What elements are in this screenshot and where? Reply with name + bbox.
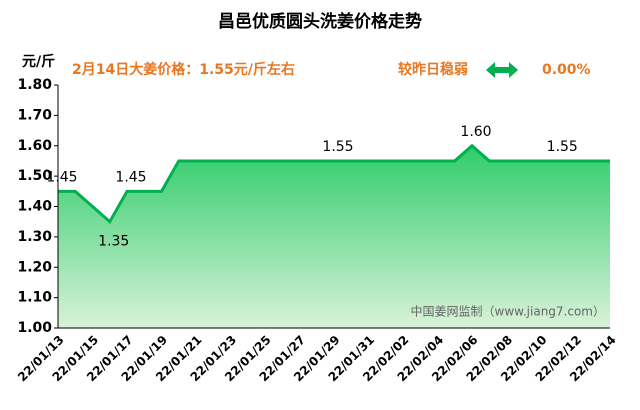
y-unit: 元/斤 — [22, 53, 55, 70]
watermark: 中国姜网监制（www.jiang7.com） — [411, 304, 605, 319]
data-label: 1.55 — [547, 139, 578, 155]
change-value: 0.00% — [542, 62, 591, 78]
data-label: 1.35 — [98, 234, 129, 250]
chart-title: 昌邑优质圆头洗姜价格走势 — [218, 11, 422, 32]
y-tick-label: 1.40 — [17, 199, 52, 215]
y-tick-label: 1.30 — [17, 229, 52, 245]
change-text: 较昨日稳弱 — [398, 61, 468, 78]
arrow-icon — [486, 62, 518, 78]
data-label: 1.60 — [460, 124, 491, 140]
y-tick-label: 1.70 — [17, 107, 52, 123]
area — [58, 145, 610, 328]
y-tick-label: 1.50 — [17, 168, 52, 184]
line — [58, 143, 610, 225]
y-tick-label: 1.20 — [17, 259, 52, 275]
y-tick-label: 1.80 — [17, 77, 52, 93]
data-label: 1.45 — [115, 169, 146, 185]
y-tick-label: 1.00 — [17, 320, 52, 336]
y-tick-label: 1.60 — [17, 138, 52, 154]
data-label: 1.55 — [322, 139, 353, 155]
y-tick-label: 1.10 — [17, 290, 52, 306]
data-label: 1.45 — [46, 169, 77, 185]
headline: 2月14日大姜价格：1.55元/斤左右 — [72, 61, 295, 78]
